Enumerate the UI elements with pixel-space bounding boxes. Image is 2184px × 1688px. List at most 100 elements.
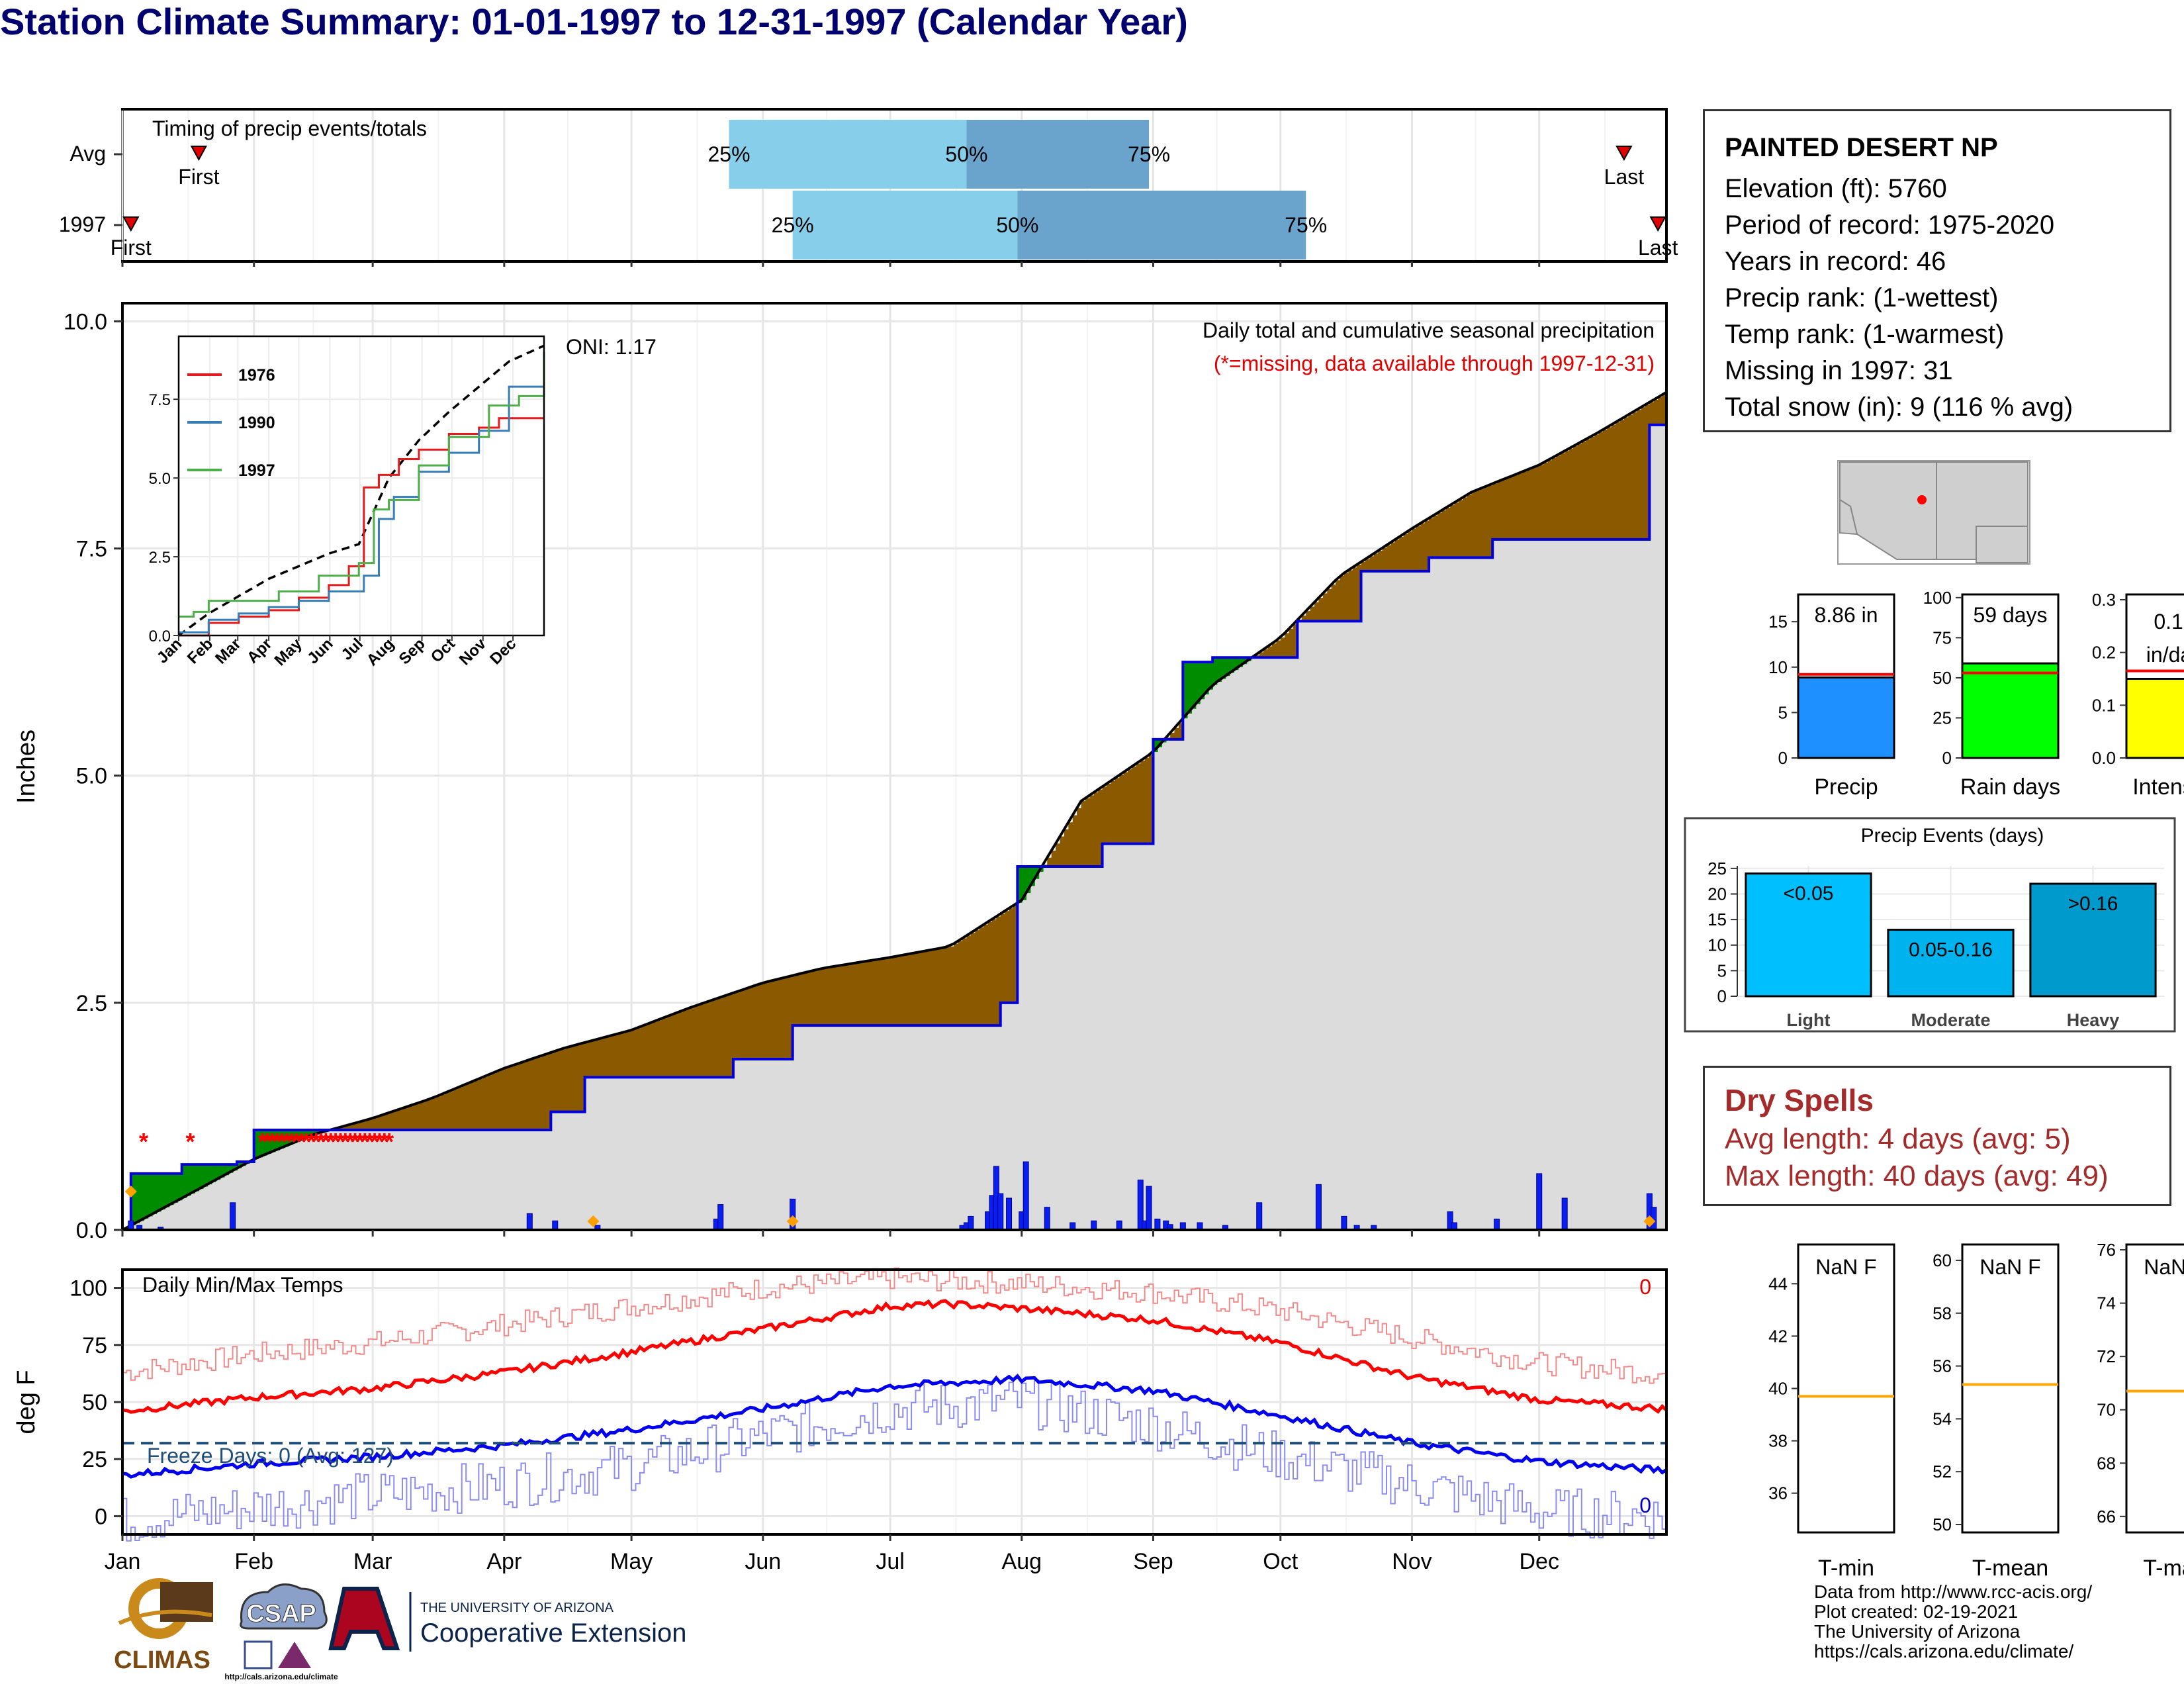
events-y-tick-label: 10 xyxy=(1707,935,1727,955)
page-title: Station Climate Summary: 01-01-1997 to 1… xyxy=(0,1,1188,42)
deficit-band xyxy=(707,1002,713,1078)
deficit-band xyxy=(461,1086,467,1131)
timing-title: Timing of precip events/totals xyxy=(152,117,427,140)
month-tick-label: Feb xyxy=(234,1549,273,1574)
surplus-band xyxy=(181,1164,187,1198)
deficit-band xyxy=(1653,399,1659,425)
precip-panel: * * *************************** 0.02.55.07… xyxy=(13,302,1668,1243)
surplus-band xyxy=(1225,657,1230,677)
deficit-band xyxy=(1572,446,1578,539)
deficit-band xyxy=(1276,640,1281,658)
deficit-band xyxy=(517,1064,522,1131)
inset-y-tick-label: 0.0 xyxy=(149,628,171,645)
deficit-band xyxy=(1115,778,1120,844)
deficit-band xyxy=(996,916,1001,1026)
deficit-band xyxy=(487,1075,492,1131)
deficit-band xyxy=(1301,615,1307,622)
temp-bar-label: T-mean xyxy=(1972,1556,2048,1581)
surplus-band xyxy=(177,1173,183,1201)
deficit-band xyxy=(1119,774,1124,844)
deficit-band xyxy=(864,961,870,1026)
deficit-band xyxy=(1645,404,1651,539)
first-event-marker xyxy=(122,216,140,232)
precip-events-chart: Precip Events (days) 0 5 10 15 20 25 <0.05 Ligh… xyxy=(1684,817,2176,1033)
deficit-band xyxy=(500,1070,505,1131)
deficit-band xyxy=(882,959,887,1026)
temp-panel: 0 25 50 75 100 deg F Daily Min/Max Temps Fre… xyxy=(13,1267,1668,1542)
temp-bar-frame xyxy=(1797,1243,1895,1534)
deficit-band xyxy=(843,964,848,1026)
deficit-band xyxy=(852,963,857,1026)
missing-data-marker: * xyxy=(186,1128,195,1155)
deficit-band xyxy=(1343,573,1349,622)
dry-spells-avg: Avg length: 4 days (avg: 5) xyxy=(1725,1123,2071,1155)
missing-data-marker: * xyxy=(306,1128,316,1155)
surplus-band xyxy=(271,1130,276,1152)
missing-data-marker: * xyxy=(345,1128,355,1155)
deficit-band xyxy=(970,933,976,1026)
deficit-band xyxy=(1106,783,1112,844)
deficit-band xyxy=(1170,733,1175,739)
month-tick-label: Dec xyxy=(1519,1549,1559,1574)
deficit-band xyxy=(704,1003,709,1078)
surplus-band xyxy=(313,1130,318,1135)
deficit-band xyxy=(491,1073,496,1131)
month-tick-label: Nov xyxy=(1392,1549,1432,1574)
summary-y-tick-label: 75 xyxy=(1933,628,1952,647)
deficit-band xyxy=(618,1033,624,1078)
deficit-band xyxy=(551,1052,556,1112)
temp-y-tick-label: 56 xyxy=(1933,1356,1952,1376)
deficit-band xyxy=(1102,786,1107,844)
daily-precip-bar xyxy=(230,1202,236,1231)
temp-y-tick-label: 60 xyxy=(1933,1250,1952,1270)
main-chart-area: Timing of precip events/totals Avg 1997 … xyxy=(13,108,1678,1574)
deficit-band xyxy=(725,996,730,1078)
events-y-tick-label: 0 xyxy=(1717,986,1727,1006)
deficit-band xyxy=(1390,542,1396,571)
deficit-band xyxy=(1327,588,1332,622)
temp-y-tick-label: 68 xyxy=(2097,1453,2116,1473)
deficit-band xyxy=(1111,780,1116,844)
deficit-band xyxy=(593,1040,598,1078)
summary-y-tick-label: 100 xyxy=(1923,588,1952,608)
deficit-band xyxy=(1318,598,1324,622)
deficit-band xyxy=(1530,468,1536,539)
climas-logo: CLIMAS xyxy=(114,1578,213,1674)
deficit-band xyxy=(1569,448,1574,539)
surplus-band xyxy=(266,1130,272,1154)
precip-event-bar-label: >0.16 xyxy=(2068,893,2118,915)
deficit-band xyxy=(385,1113,390,1131)
deficit-band xyxy=(1590,436,1595,539)
surplus-band xyxy=(199,1164,204,1190)
deficit-band xyxy=(1000,914,1005,1003)
deficit-band xyxy=(1336,580,1341,622)
deficit-band xyxy=(343,1126,348,1131)
deficit-band xyxy=(482,1077,488,1131)
deficit-band xyxy=(1535,466,1540,539)
summary-y-tick-label: 0.2 xyxy=(2092,643,2116,663)
deficit-band xyxy=(1098,789,1103,867)
deficit-band xyxy=(750,987,755,1059)
deficit-band xyxy=(559,1049,565,1112)
deficit-band xyxy=(933,949,938,1026)
month-tick-label: Apr xyxy=(486,1549,522,1574)
events-title: Precip Events (days) xyxy=(1861,825,2044,847)
deficit-band xyxy=(1662,395,1667,425)
summary-y-tick-label: 50 xyxy=(1933,668,1952,688)
deficit-band xyxy=(1632,412,1637,539)
max-temp-average-line xyxy=(122,1299,1668,1414)
deficit-band xyxy=(1267,646,1273,658)
deficit-band xyxy=(1285,633,1290,658)
deficit-band xyxy=(521,1062,526,1131)
deficit-band xyxy=(903,955,908,1026)
freeze-days-label: Freeze Days: 0 (Avg: 127) xyxy=(147,1444,394,1468)
deficit-band xyxy=(1399,536,1404,571)
deficit-band xyxy=(648,1023,653,1078)
surplus-band xyxy=(160,1173,165,1210)
deficit-band xyxy=(589,1041,594,1078)
deficit-band xyxy=(805,972,811,1026)
surplus-band xyxy=(186,1164,191,1196)
temp-y-tick-label: 66 xyxy=(2097,1507,2116,1526)
deficit-band xyxy=(818,969,823,1026)
credit-url: https://cals.arizona.edu/climate/ xyxy=(1814,1641,2074,1662)
